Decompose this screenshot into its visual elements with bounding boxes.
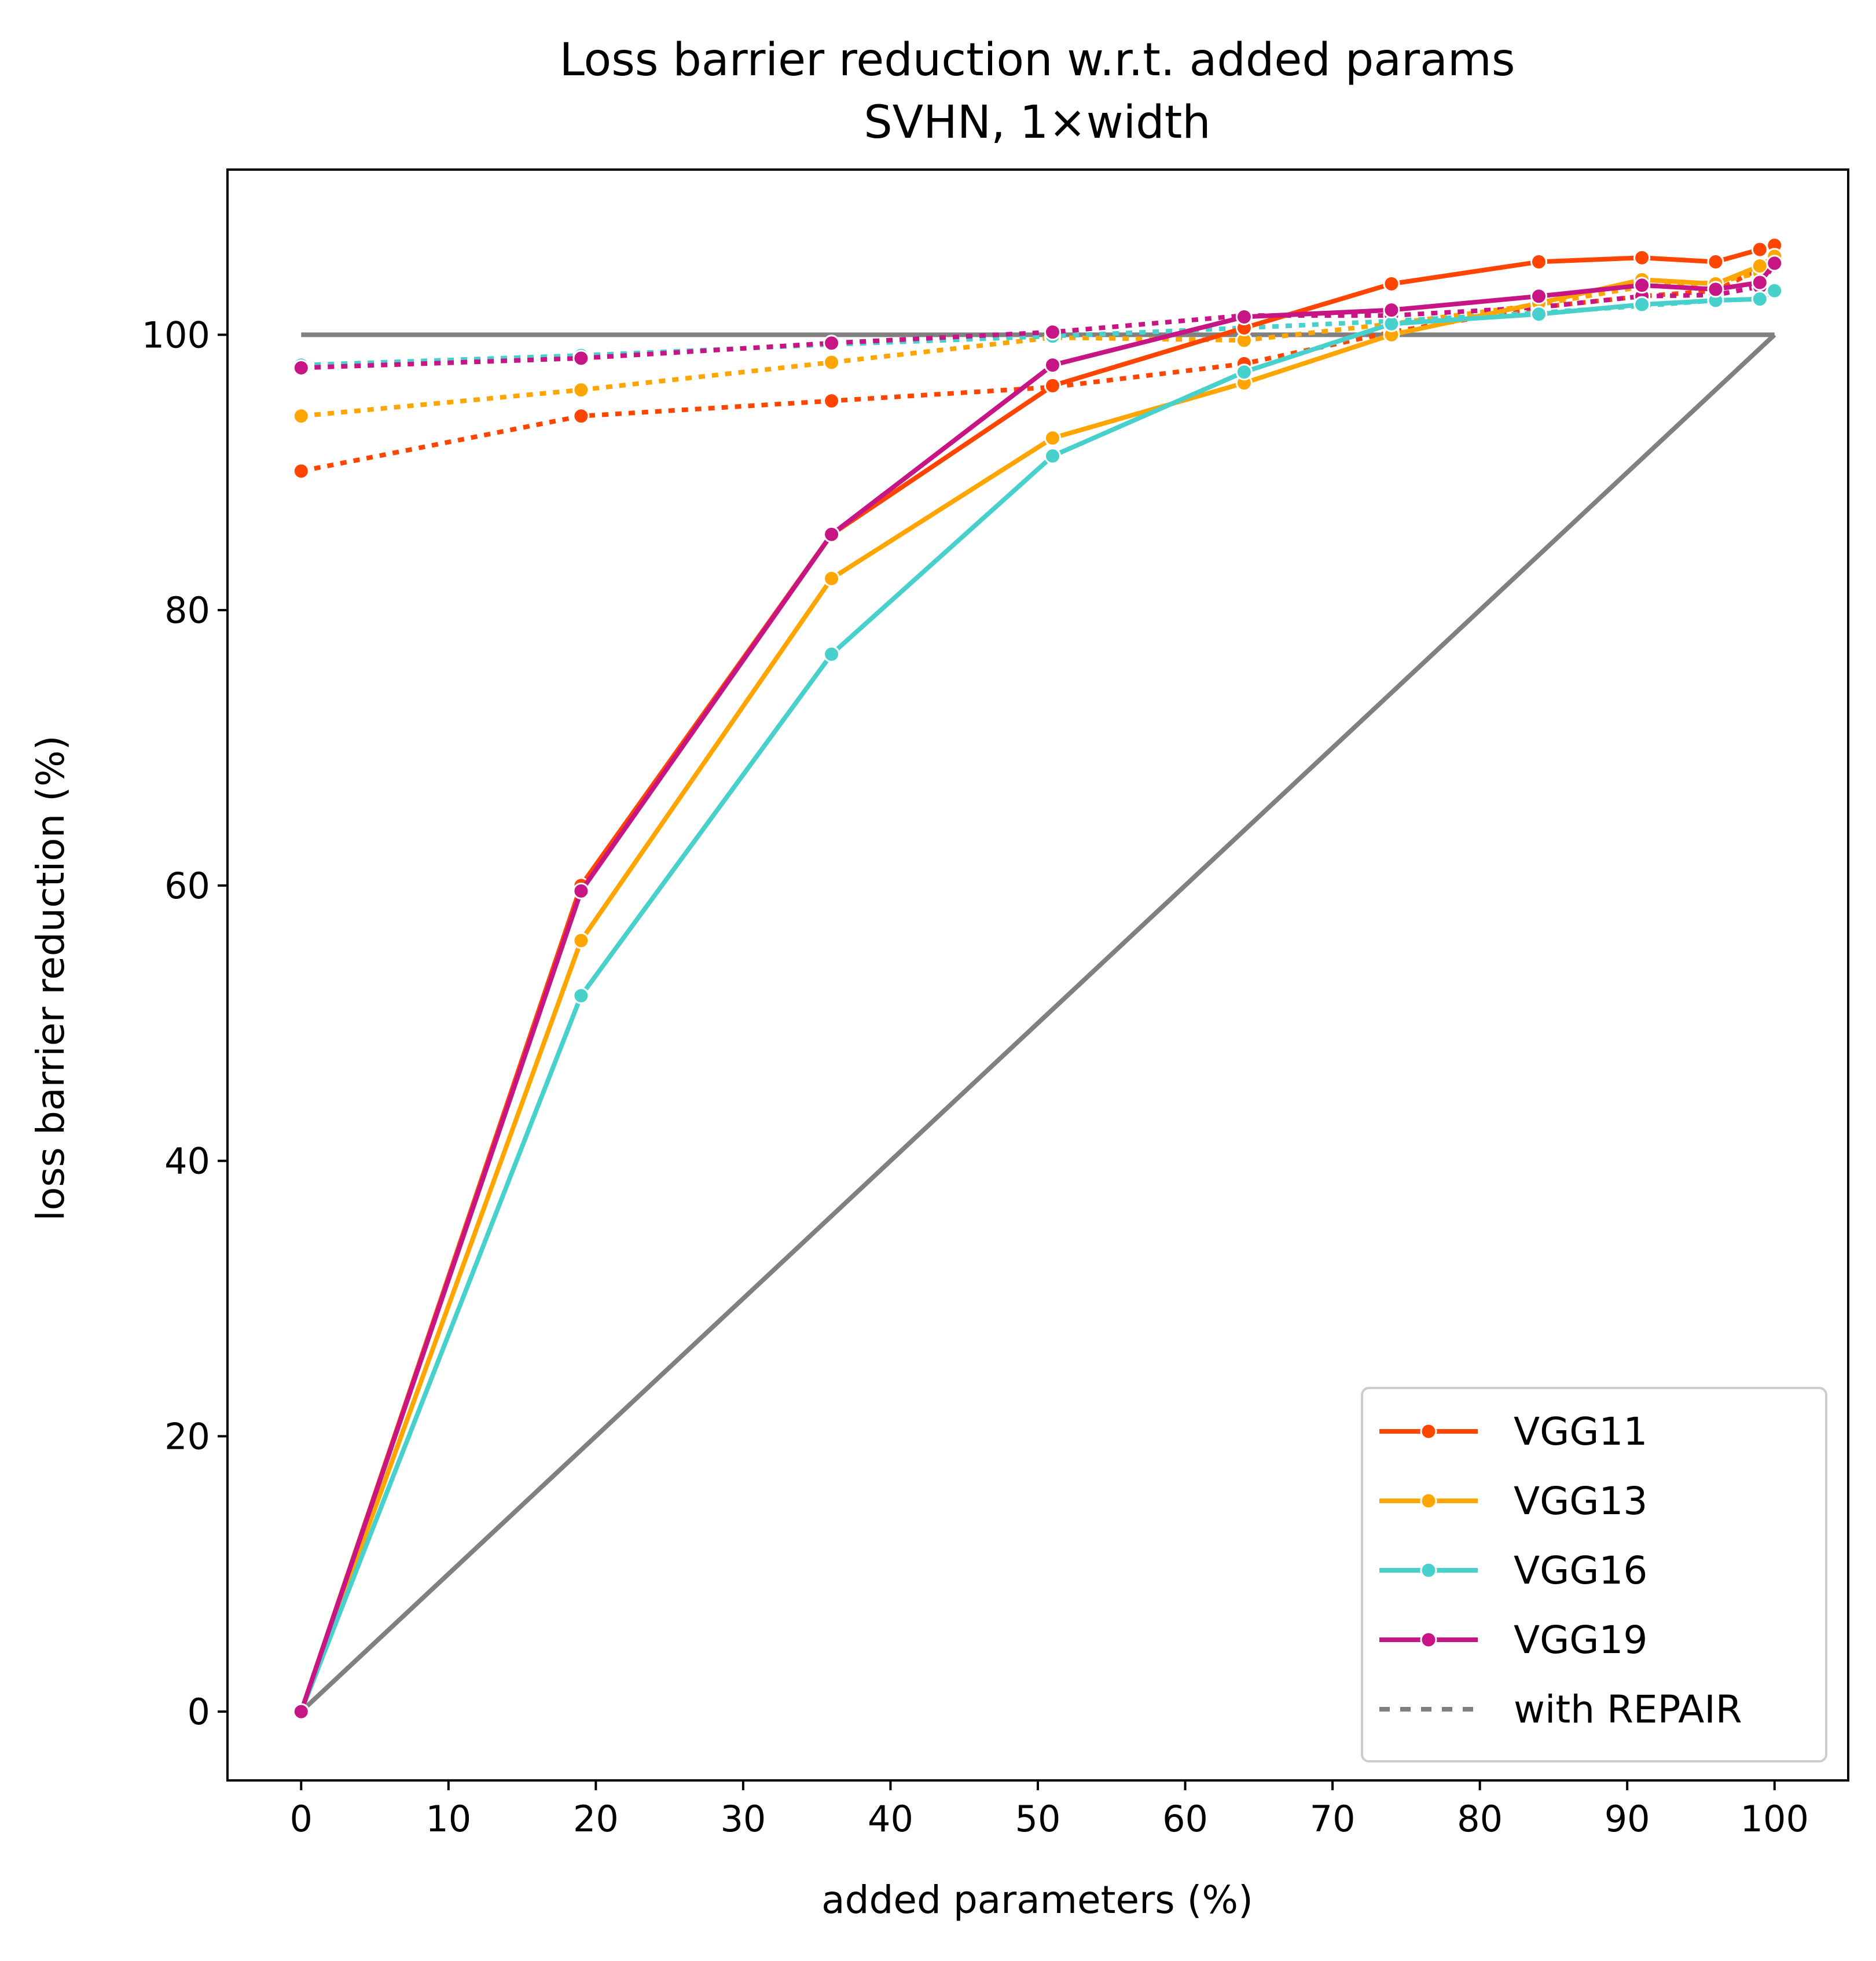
data-point — [1235, 309, 1253, 325]
data-point — [572, 381, 590, 399]
x-tick-label: 10 — [425, 1798, 471, 1840]
data-point — [1044, 357, 1061, 374]
data-point — [292, 407, 310, 425]
legend-label: VGG19 — [1514, 1618, 1647, 1662]
legend-label: with REPAIR — [1514, 1687, 1742, 1732]
y-tick-label: 60 — [164, 865, 210, 907]
data-point — [1707, 281, 1724, 298]
data-point — [292, 359, 310, 376]
y-tick-label: 20 — [164, 1415, 210, 1457]
data-point — [1530, 306, 1547, 323]
legend-label: VGG13 — [1514, 1479, 1647, 1523]
legend-marker — [1420, 1423, 1437, 1440]
series-line — [299, 333, 1776, 1714]
x-tick-label: 40 — [868, 1798, 913, 1840]
data-point — [1044, 447, 1061, 465]
legend-marker — [1420, 1492, 1437, 1510]
data-point — [292, 462, 310, 480]
data-point — [1751, 241, 1768, 258]
x-tick-label: 60 — [1162, 1798, 1208, 1840]
legend-label: VGG16 — [1514, 1548, 1647, 1593]
data-point — [1530, 253, 1547, 270]
data-point — [1044, 429, 1061, 447]
x-tick-label: 90 — [1605, 1798, 1650, 1840]
plot-series — [292, 237, 1783, 1720]
legend-entry: VGG19 — [1379, 1618, 1647, 1662]
data-point — [1751, 258, 1768, 274]
data-point — [1530, 288, 1547, 305]
data-point — [1044, 377, 1061, 394]
data-point — [572, 882, 590, 899]
legend-box — [1361, 1387, 1827, 1762]
y-tick-label: 100 — [142, 314, 210, 356]
data-point — [1383, 315, 1400, 332]
legend-marker — [1420, 1631, 1437, 1648]
data-point — [292, 1703, 310, 1720]
chart-subtitle: SVHN, 1×width — [864, 97, 1210, 149]
data-point — [1633, 296, 1651, 313]
x-tick-label: 30 — [720, 1798, 766, 1840]
x-tick-label: 70 — [1310, 1798, 1356, 1840]
data-point — [1633, 277, 1651, 294]
data-point — [1383, 302, 1400, 319]
y-tick-label: 40 — [164, 1140, 210, 1183]
data-point — [1766, 255, 1783, 272]
data-point — [823, 526, 840, 543]
legend-marker — [1420, 1562, 1437, 1579]
data-point — [1383, 275, 1400, 292]
legend-entry: VGG13 — [1379, 1479, 1647, 1523]
y-tick-label: 80 — [164, 589, 210, 631]
chart-title: Loss barrier reduction w.r.t. added para… — [559, 34, 1515, 86]
x-tick-label: 100 — [1741, 1798, 1809, 1840]
data-point — [1766, 282, 1783, 299]
y-tick-label: 0 — [188, 1691, 210, 1733]
legend-entry: VGG16 — [1379, 1548, 1647, 1593]
legend-entry: VGG11 — [1379, 1409, 1647, 1454]
legend: VGG11 VGG13 VGG16 VGG19 with REPAIR — [1361, 1387, 1827, 1762]
series-reference-9 — [299, 333, 1776, 1714]
y-axis-label: loss barrier reduction (%) — [28, 736, 73, 1221]
data-point — [572, 932, 590, 949]
data-point — [1044, 324, 1061, 341]
data-point — [572, 987, 590, 1004]
x-tick-label: 20 — [573, 1798, 619, 1840]
data-point — [1633, 249, 1651, 266]
data-point — [823, 645, 840, 663]
data-point — [1751, 291, 1768, 308]
legend-label: VGG11 — [1514, 1409, 1647, 1454]
data-point — [1707, 253, 1724, 270]
x-axis-label: added parameters (%) — [821, 1878, 1253, 1922]
data-point — [572, 350, 590, 367]
data-point — [823, 354, 840, 371]
legend-entry: with REPAIR — [1379, 1687, 1742, 1732]
axis-ticks: 0 10 20 30 40 50 60 70 80 90 100 0 20 40 60 80 100 — [142, 314, 1809, 1840]
data-point — [1751, 274, 1768, 291]
x-tick-label: 50 — [1015, 1798, 1061, 1840]
data-point — [823, 392, 840, 410]
data-point — [572, 407, 590, 425]
series-vgg19 — [292, 255, 1783, 1720]
data-point — [823, 335, 840, 352]
data-point — [1235, 363, 1253, 381]
x-tick-label: 80 — [1457, 1798, 1503, 1840]
data-point — [823, 570, 840, 587]
x-tick-label: 0 — [290, 1798, 313, 1840]
plot-frame — [226, 168, 1849, 1782]
